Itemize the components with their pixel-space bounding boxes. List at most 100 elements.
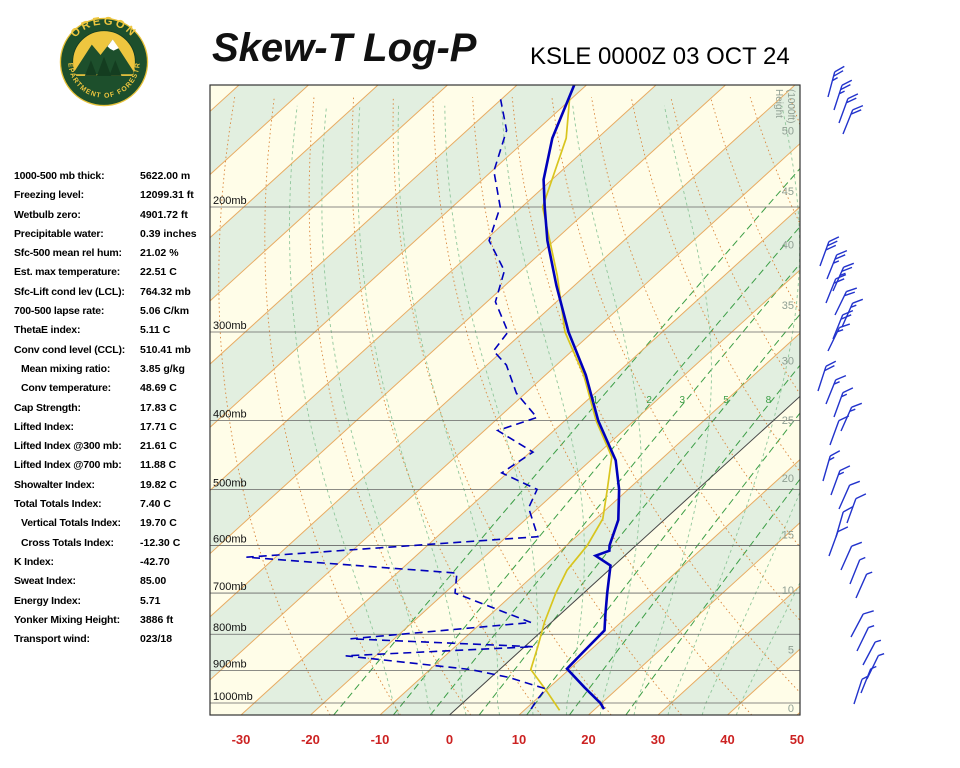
profiles [246, 85, 621, 711]
tree-icon [109, 60, 122, 76]
chart-plot-area [210, 85, 800, 715]
index-label: Conv temperature: [21, 382, 111, 395]
index-label: Vertical Totals Index: [21, 517, 121, 530]
dry-adiabats [218, 96, 800, 715]
svg-text:1000mb: 1000mb [213, 691, 253, 703]
index-row: Vertical Totals Index: 19.70 C [14, 514, 210, 533]
svg-text:5: 5 [788, 645, 794, 657]
index-label: Cap Strength: [14, 401, 81, 414]
dewpoint-trace [246, 99, 548, 710]
wind-barb [825, 374, 847, 405]
index-label: Sfc-500 mean rel hum: [14, 247, 122, 260]
index-label: Showalter Index: [14, 478, 95, 491]
index-value: 5.71 [140, 594, 161, 607]
height-axis-title-line1: Height [773, 89, 784, 118]
svg-text:50: 50 [790, 732, 804, 747]
tree-icon [96, 56, 112, 78]
index-value: 5.11 C [140, 324, 171, 337]
index-label: Transport wind: [14, 633, 90, 646]
index-row: Sweat Index: 85.00 [14, 572, 210, 591]
svg-text:5: 5 [723, 395, 729, 406]
index-value: 3886 ft [140, 613, 174, 626]
wind-barb [827, 323, 851, 352]
index-row: K Index: -42.70 [14, 553, 210, 572]
wind-barb [846, 493, 867, 524]
svg-text:-10: -10 [371, 732, 390, 747]
wind-barbs [817, 65, 885, 705]
wind-barb [819, 236, 840, 267]
svg-text:-30: -30 [232, 732, 251, 747]
index-value: 19.82 C [140, 478, 177, 491]
isotherms [210, 85, 800, 715]
wind-barb [822, 450, 841, 482]
isotherm-bands [210, 85, 800, 715]
ground-shape [72, 75, 136, 94]
svg-text:30: 30 [782, 355, 794, 367]
index-value: 3.85 g/kg [140, 362, 185, 375]
index-value: 17.71 C [140, 420, 177, 433]
index-label: Mean mixing ratio: [21, 362, 111, 375]
wind-barb [830, 465, 851, 496]
index-row: Total Totals Index: 7.40 C [14, 495, 210, 514]
svg-text:50: 50 [782, 125, 794, 137]
wind-barb [817, 360, 837, 392]
index-label: Sweat Index: [14, 575, 76, 588]
wind-barb [853, 675, 868, 705]
index-row: Freezing level: 12099.31 ft [14, 186, 210, 205]
index-label: Conv cond level (CCL): [14, 343, 126, 356]
svg-text:3: 3 [680, 395, 686, 406]
index-label: Energy Index: [14, 594, 81, 607]
odf-logo: OREGON DEPARTMENT OF FORESTRY [50, 8, 149, 107]
wind-barb [860, 665, 877, 694]
wind-barb [840, 402, 863, 432]
moist-adiabats [289, 105, 800, 715]
index-value: 21.02 % [140, 247, 179, 260]
svg-text:500mb: 500mb [213, 477, 247, 489]
svg-text:30: 30 [651, 732, 665, 747]
wind-barb [827, 65, 845, 98]
wind-barb [834, 287, 858, 316]
wind-barb [826, 249, 848, 280]
temperature-trace [542, 85, 621, 710]
wetbulb-trace [529, 97, 613, 711]
index-value: 764.32 mb [140, 285, 191, 298]
wind-barb [829, 415, 850, 446]
index-value: 19.70 C [140, 517, 177, 530]
svg-text:15: 15 [782, 530, 794, 542]
index-label: Lifted Index @700 mb: [14, 459, 122, 472]
index-label: K Index: [14, 555, 54, 568]
index-value: 85.00 [140, 575, 167, 588]
index-value: 5622.00 m [140, 170, 191, 182]
wind-barb [833, 79, 853, 111]
svg-text:2: 2 [646, 395, 652, 406]
index-row: Precipitable water: 0.39 inches [14, 225, 210, 244]
index-label: Cross Totals Index: [21, 536, 114, 549]
wind-barb [849, 556, 866, 585]
svg-text:35: 35 [782, 300, 794, 312]
index-value: 0.39 inches [140, 227, 197, 240]
index-row: Conv cond level (CCL): 510.41 mb [14, 341, 210, 360]
wind-barb [850, 610, 874, 638]
index-row: Yonker Mixing Height: 3886 ft [14, 611, 210, 630]
svg-text:0: 0 [788, 703, 794, 715]
svg-text:10: 10 [512, 732, 526, 747]
index-row: Mean mixing ratio: 3.85 g/kg [14, 360, 210, 379]
wind-barb [828, 526, 849, 557]
index-value: 5.06 C/km [140, 305, 190, 318]
wind-barb [840, 541, 863, 571]
svg-text:600mb: 600mb [213, 534, 247, 546]
svg-text:20: 20 [782, 473, 794, 485]
svg-text:45: 45 [782, 186, 794, 198]
wind-barb [835, 506, 854, 538]
index-row: Lifted Index: 17.71 C [14, 418, 210, 437]
height-axis-title-line2: (1000ft) [785, 89, 796, 123]
index-label: Lifted Index @300 mb: [14, 440, 122, 453]
wind-barb [833, 387, 854, 418]
index-label: Yonker Mixing Height: [14, 613, 120, 626]
wind-barb [856, 625, 875, 652]
index-value: 510.41 mb [140, 343, 191, 356]
mixing-ratio-labels: 1 2 3 5 8 [593, 395, 772, 406]
